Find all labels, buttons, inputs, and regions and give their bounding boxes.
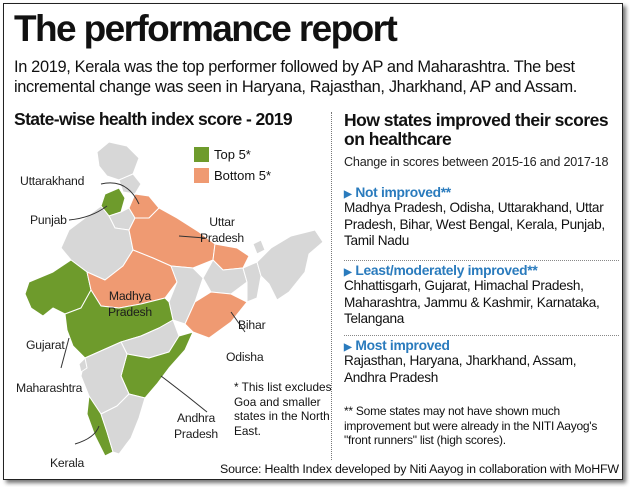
triangle-right-icon: ▶ [344, 267, 352, 278]
map-label-bihar: Bihar [238, 318, 266, 332]
legend-label-top5: Top 5* [214, 147, 251, 162]
improvement-subtitle: Change in scores between 2015-16 and 201… [344, 155, 609, 169]
map-label-andhra-pradesh: Andhra Pradesh [174, 411, 218, 441]
map-region-sikkim [252, 239, 266, 255]
map-label-gujarat: Gujarat [26, 338, 65, 352]
legend-swatch-top5 [194, 147, 209, 162]
group-states: Madhya Pradesh, Odisha, Uttarakhand, Utt… [344, 200, 605, 248]
group-heading: Most improved [355, 338, 450, 353]
page-title: The performance report [14, 8, 398, 49]
group-separator [344, 335, 619, 336]
map-label-odisha: Odisha [226, 350, 264, 364]
map-label-madhya-pradesh: Madhya Pradesh [108, 289, 152, 319]
infographic-frame: The performance report In 2019, Kerala w… [3, 3, 623, 480]
map-label-maharashtra: Maharashtra [16, 381, 83, 395]
improvement-note: ** Some states may not have shown much i… [344, 404, 598, 447]
legend-swatch-bottom5 [194, 168, 209, 183]
intro-text: In 2019, Kerala was the top performer fo… [14, 58, 577, 96]
group-states: Rajasthan, Haryana, Jharkhand, Assam, An… [344, 353, 577, 385]
map-region-tamil-nadu [100, 393, 146, 455]
group-not-improved: ▶ Not improved** Madhya Pradesh, Odisha, … [344, 185, 619, 250]
map-region-north-east [256, 229, 324, 301]
map-label-uttarakhand: Uttarakhand [20, 174, 85, 188]
map-footnote: * This list excludes Goa and smaller sta… [234, 380, 332, 438]
triangle-right-icon: ▶ [344, 189, 352, 200]
map-label-uttar-pradesh: Uttar Pradesh [200, 215, 244, 245]
map-region-himachal [118, 173, 142, 195]
triangle-right-icon: ▶ [344, 342, 352, 353]
map-label-punjab: Punjab [30, 213, 67, 227]
india-map [24, 141, 324, 457]
group-separator [344, 260, 619, 261]
source-credit: Source: Health Index developed by Niti A… [220, 462, 619, 476]
legend-item-top5: Top 5* [194, 144, 271, 165]
improvement-heading: How states improved their scores on heal… [344, 110, 609, 149]
map-heading: State-wise health index score - 2019 [14, 109, 293, 129]
group-heading: Least/moderately improved** [355, 263, 538, 278]
map-label-kerala: Kerala [50, 456, 85, 470]
group-heading: Not improved** [355, 185, 451, 200]
group-states: Chhattisgarh, Gujarat, Himachal Pradesh,… [344, 278, 600, 326]
legend-item-bottom5: Bottom 5* [194, 165, 271, 186]
map-region-jharkhand [202, 259, 248, 295]
map-region-odisha [184, 291, 248, 339]
map-region-goa [78, 357, 88, 373]
legend-label-bottom5: Bottom 5* [214, 168, 272, 183]
map-legend: Top 5* Bottom 5* [194, 144, 271, 186]
group-most-improved: ▶ Most improved Rajasthan, Haryana, Jhark… [344, 338, 619, 386]
group-least-improved: ▶ Least/moderately improved** Chhattisgar… [344, 263, 619, 328]
column-divider [331, 112, 332, 460]
